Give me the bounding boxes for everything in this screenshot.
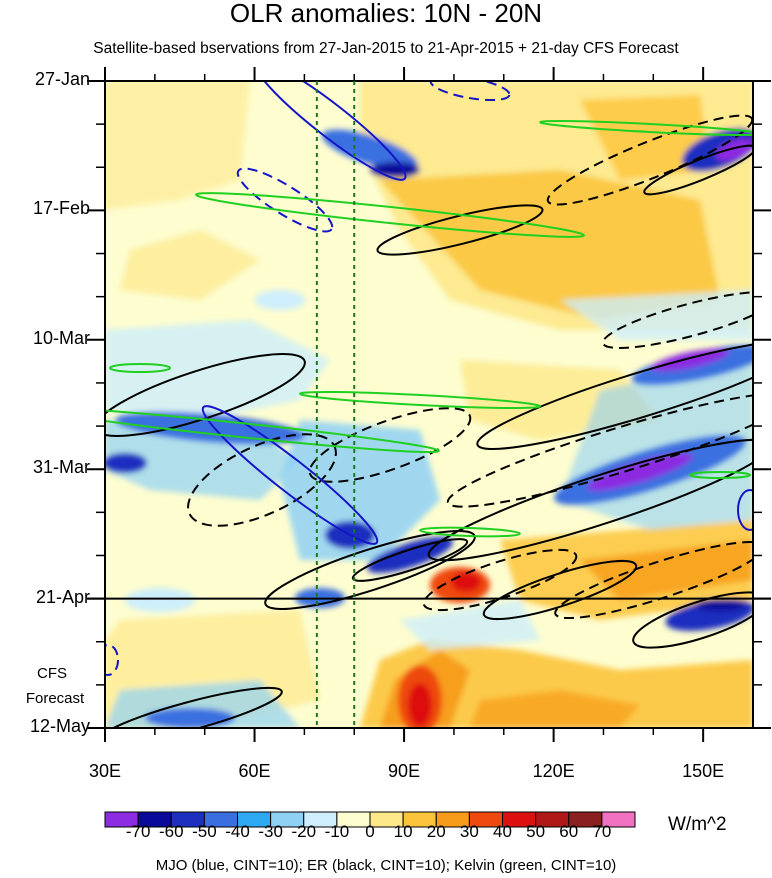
er-contour: [351, 538, 469, 582]
colorbar-label: 40: [493, 822, 512, 841]
er-contour: [308, 407, 472, 483]
x-tick-label: 120E: [532, 761, 575, 781]
kelvin-contour: [299, 390, 541, 410]
x-tick-label: 150E: [682, 761, 725, 781]
kelvin-contour: [419, 526, 521, 538]
kelvin-contour: [539, 119, 753, 137]
mjo-contour: [105, 644, 119, 676]
er-contour: [476, 340, 753, 450]
mjo-contour: [253, 81, 407, 181]
colorbar-label: 50: [526, 822, 546, 841]
y-tick-label: 27-Jan: [34, 69, 90, 89]
colorbar-swatch: [601, 811, 636, 828]
kelvin-contour: [195, 192, 585, 238]
olr-field: [105, 81, 753, 728]
y-tick-label: 31-Mar: [32, 457, 90, 478]
contour-legend: MJO (blue, CINT=10); ER (black, CINT=10)…: [155, 857, 617, 874]
kelvin-contour: [689, 471, 751, 479]
er-contour: [422, 548, 578, 612]
colorbar-label: -20: [291, 822, 317, 841]
er-contour: [482, 559, 638, 621]
colorbar-label: 70: [592, 822, 612, 841]
er-contour: [546, 114, 753, 206]
colorbar-units: W/m^2: [668, 814, 727, 835]
colorbar-label: -10: [324, 822, 350, 841]
chart-subtitle: Satellite-based bservations from 27-Jan-…: [93, 40, 679, 57]
mjo-contour: [201, 405, 379, 545]
plot-frame: [104, 80, 754, 729]
er-contour: [376, 204, 544, 256]
x-tick-label: 90E: [388, 761, 421, 781]
er-contour: [446, 392, 753, 508]
colorbar-label: 60: [559, 822, 579, 841]
er-contour: [427, 438, 753, 562]
colorbar-label: 20: [426, 822, 446, 841]
colorbar-label: 10: [393, 822, 413, 841]
y-tick-label: 17-Feb: [32, 198, 90, 219]
forecast-label-1: CFS: [37, 665, 67, 682]
colorbar-label: -40: [225, 822, 250, 841]
er-contour: [632, 591, 753, 649]
kelvin-contour: [105, 406, 440, 454]
y-tick-label: 10-Mar: [32, 327, 90, 348]
x-tick-label: 60E: [238, 761, 271, 781]
colorbar-label: -30: [258, 822, 283, 841]
chart-title: OLR anomalies: 10N - 20N: [229, 0, 543, 28]
colorbar-label: -70: [125, 822, 151, 841]
colorbar-label: 30: [459, 822, 479, 841]
mjo-contour: [236, 167, 334, 233]
er-contour: [554, 540, 753, 620]
er-contour: [601, 291, 753, 349]
colorbar-label: -50: [192, 822, 217, 841]
y-tick-label: 12-May: [29, 716, 90, 736]
forecast-label-2: Forecast: [25, 690, 85, 707]
colorbar-label: 0: [365, 822, 375, 841]
colorbar-label: -60: [158, 822, 184, 841]
er-contour: [643, 144, 753, 196]
mjo-contour: [737, 489, 753, 531]
kelvin-contour: [109, 363, 171, 373]
er-contour: [105, 686, 283, 728]
y-tick-label: 21-Apr: [35, 586, 90, 607]
x-tick-label: 30E: [88, 761, 122, 781]
